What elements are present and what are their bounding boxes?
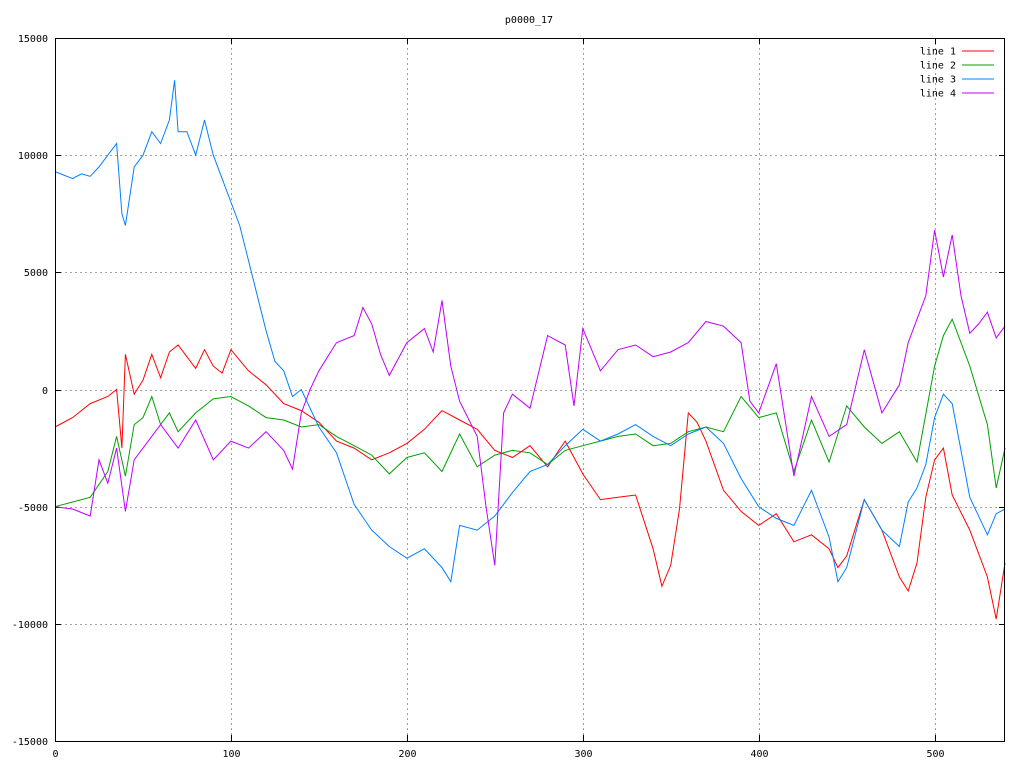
legend-label-3: line 3 — [920, 75, 956, 86]
series-line-4 — [54, 230, 1006, 566]
y-tick-label: 5000 — [24, 268, 48, 279]
gridlines — [55, 38, 1005, 741]
x-tick-label: 500 — [926, 749, 944, 760]
x-tick-label: 100 — [222, 749, 240, 760]
plot-frame — [55, 38, 1005, 742]
chart-title: p0000_17 — [505, 15, 553, 26]
legend: line 1 line 2 line 3 line 4 — [920, 47, 994, 100]
y-tick-label: 15000 — [18, 34, 48, 45]
y-tick-label: 10000 — [18, 151, 48, 162]
y-tick-label: 0 — [42, 386, 48, 397]
y-tick-labels: -15000 -10000 -5000 0 5000 10000 15000 — [12, 34, 48, 748]
series-lines — [54, 80, 1006, 620]
y-tick-label: -5000 — [18, 503, 48, 514]
series-line-3 — [54, 80, 1006, 584]
x-tick-label: 400 — [750, 749, 768, 760]
x-tick-labels: 0 100 200 300 400 500 — [52, 749, 944, 760]
y-tick-label: -15000 — [12, 737, 48, 748]
series-line-1 — [54, 344, 1006, 620]
x-tick-label: 200 — [398, 749, 416, 760]
legend-label-1: line 1 — [920, 47, 956, 58]
y-tick-label: -10000 — [12, 620, 48, 631]
x-tick-label: 300 — [574, 749, 592, 760]
legend-label-4: line 4 — [920, 89, 956, 100]
x-tick-label: 0 — [52, 749, 58, 760]
series-line-2 — [54, 317, 1006, 508]
axis-ticks — [55, 38, 1005, 742]
legend-label-2: line 2 — [920, 61, 956, 72]
